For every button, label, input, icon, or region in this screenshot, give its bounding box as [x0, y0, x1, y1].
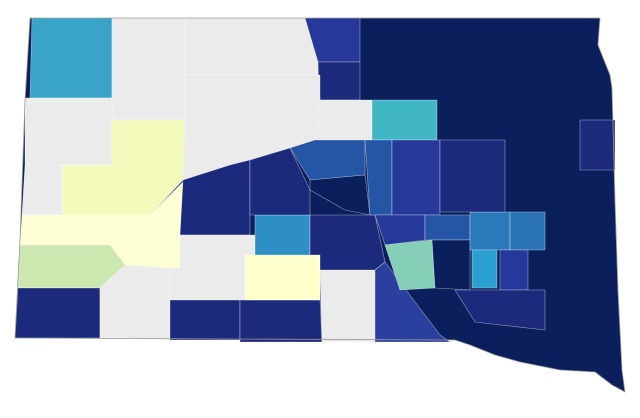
county	[317, 61, 361, 101]
county	[579, 119, 616, 171]
county	[184, 17, 319, 76]
county	[239, 299, 323, 343]
county	[24, 97, 113, 166]
county	[29, 17, 113, 99]
county	[249, 147, 311, 216]
county	[499, 249, 529, 291]
county	[439, 139, 506, 213]
county	[309, 214, 386, 271]
county	[374, 261, 451, 343]
county	[319, 269, 376, 343]
county	[431, 239, 471, 291]
county	[469, 211, 511, 251]
state-border	[14, 17, 626, 393]
county	[14, 287, 101, 339]
county	[21, 164, 63, 216]
county	[111, 17, 186, 121]
county	[371, 99, 438, 141]
county	[471, 249, 498, 289]
county	[454, 289, 546, 331]
county	[244, 254, 321, 301]
county	[509, 211, 546, 251]
county	[169, 234, 256, 301]
county	[169, 299, 241, 341]
county	[314, 99, 373, 141]
county	[391, 139, 441, 216]
county	[309, 174, 371, 216]
county	[254, 214, 311, 256]
county	[289, 139, 366, 181]
county	[364, 139, 393, 216]
county	[424, 214, 471, 241]
